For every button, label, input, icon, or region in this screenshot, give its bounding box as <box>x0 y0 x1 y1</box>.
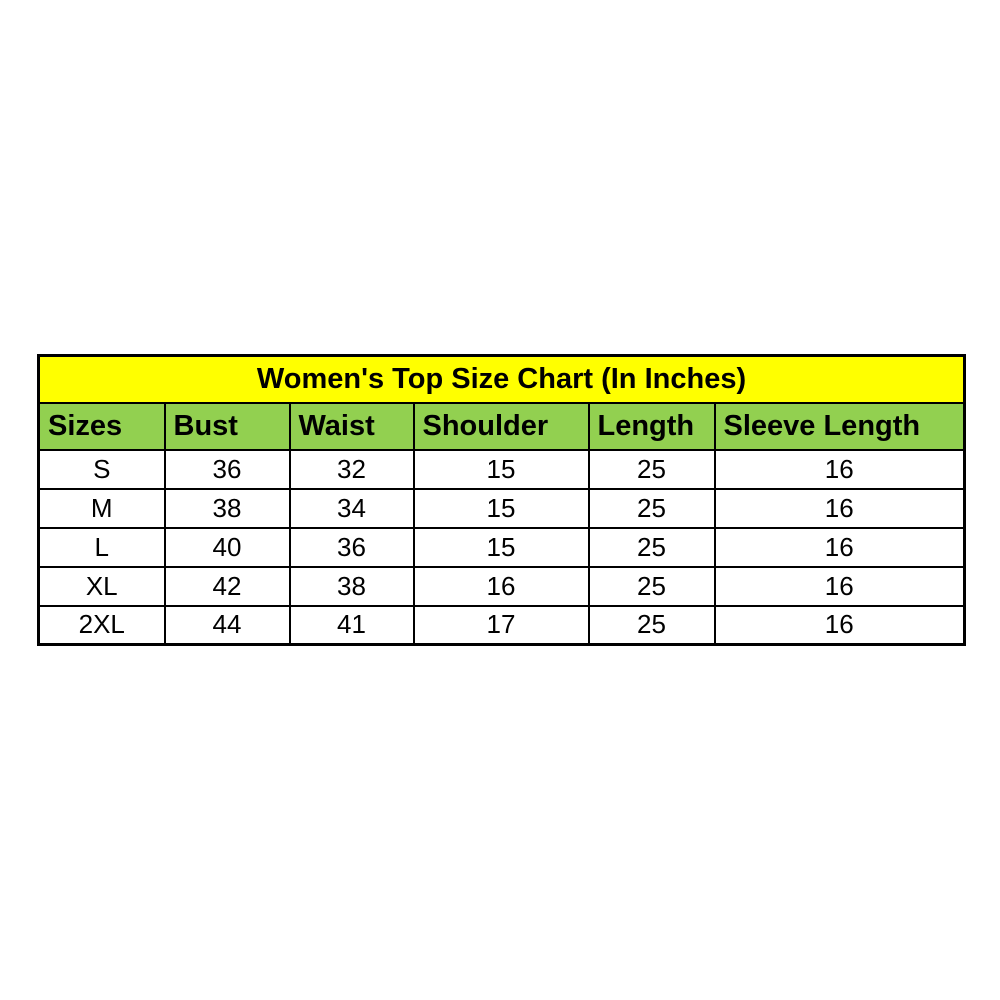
cell-bust: 38 <box>163 487 291 529</box>
column-header-length: Length <box>587 401 716 451</box>
cell-length: 25 <box>587 526 716 568</box>
cell-waist: 36 <box>288 526 415 568</box>
table-row-xl: XL 42 38 16 25 16 <box>37 565 966 607</box>
cell-size: S <box>37 448 166 490</box>
table-row-s: S 36 32 15 25 16 <box>37 448 966 490</box>
cell-shoulder: 15 <box>412 448 590 490</box>
cell-size: M <box>37 487 166 529</box>
cell-size: L <box>37 526 166 568</box>
cell-length: 25 <box>587 448 716 490</box>
column-header-shoulder: Shoulder <box>412 401 590 451</box>
cell-shoulder: 15 <box>412 487 590 529</box>
size-chart-container: Women's Top Size Chart (In Inches) Sizes… <box>37 354 967 646</box>
cell-waist: 41 <box>288 604 415 646</box>
column-header-sleeve-length: Sleeve Length <box>713 401 966 451</box>
cell-length: 25 <box>587 604 716 646</box>
cell-size: 2XL <box>37 604 166 646</box>
cell-sleeve-length: 16 <box>713 604 966 646</box>
cell-waist: 38 <box>288 565 415 607</box>
cell-length: 25 <box>587 565 716 607</box>
table-row-l: L 40 36 15 25 16 <box>37 526 966 568</box>
column-header-sizes: Sizes <box>37 401 166 451</box>
title-row: Women's Top Size Chart (In Inches) <box>37 354 966 404</box>
cell-waist: 34 <box>288 487 415 529</box>
cell-waist: 32 <box>288 448 415 490</box>
header-row: Sizes Bust Waist Shoulder Length Sleeve … <box>37 401 966 451</box>
cell-sleeve-length: 16 <box>713 526 966 568</box>
cell-length: 25 <box>587 487 716 529</box>
column-header-bust: Bust <box>163 401 291 451</box>
cell-shoulder: 17 <box>412 604 590 646</box>
cell-bust: 40 <box>163 526 291 568</box>
cell-sleeve-length: 16 <box>713 448 966 490</box>
column-header-waist: Waist <box>288 401 415 451</box>
cell-bust: 42 <box>163 565 291 607</box>
table-row-m: M 38 34 15 25 16 <box>37 487 966 529</box>
cell-sleeve-length: 16 <box>713 565 966 607</box>
cell-shoulder: 15 <box>412 526 590 568</box>
cell-shoulder: 16 <box>412 565 590 607</box>
table-row-2xl: 2XL 44 41 17 25 16 <box>37 604 966 646</box>
chart-title: Women's Top Size Chart (In Inches) <box>37 354 966 404</box>
cell-sleeve-length: 16 <box>713 487 966 529</box>
cell-bust: 36 <box>163 448 291 490</box>
cell-size: XL <box>37 565 166 607</box>
cell-bust: 44 <box>163 604 291 646</box>
size-chart-table: Women's Top Size Chart (In Inches) Sizes… <box>37 354 967 646</box>
